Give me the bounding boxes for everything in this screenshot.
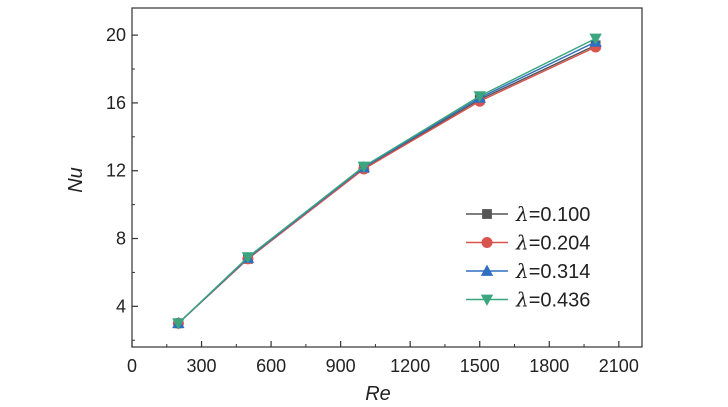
series-layer	[172, 33, 602, 330]
y-axis: 4 8 12 16 20	[106, 25, 138, 341]
legend-entry: λ=0.100	[466, 202, 590, 226]
x-axis-title: Re	[365, 383, 391, 405]
legend-entry: λ=0.204	[466, 231, 590, 255]
y-tick-label: 12	[106, 161, 126, 181]
x-tick-label: 2100	[599, 356, 639, 376]
series-point	[172, 318, 185, 330]
y-tick-label: 8	[116, 229, 126, 249]
x-tick-label: 0	[127, 356, 137, 376]
plot-area-frame	[131, 7, 643, 348]
legend-marker	[481, 236, 493, 248]
series-3	[172, 33, 602, 330]
legend-marker	[480, 264, 494, 276]
series-point	[357, 161, 370, 173]
y-tick-label: 20	[106, 25, 126, 45]
legend-value: =0.100	[529, 204, 591, 226]
legend-value: =0.314	[529, 261, 591, 283]
x-tick-label: 1800	[529, 356, 569, 376]
series-point	[589, 33, 602, 45]
series-1	[172, 41, 602, 329]
legend-symbol: λ	[515, 202, 529, 226]
series-point	[473, 91, 486, 103]
y-tick-label: 4	[116, 296, 126, 316]
legend-label: λ=0.436	[515, 288, 590, 312]
legend-marker	[482, 209, 492, 219]
legend-symbol: λ	[515, 231, 529, 255]
series-0	[173, 40, 601, 329]
legend-entry: λ=0.314	[466, 259, 590, 283]
legend-label: λ=0.314	[515, 259, 590, 283]
series-point	[241, 252, 255, 264]
y-axis-title: Nu	[65, 167, 87, 193]
legend-symbol: λ	[515, 259, 529, 283]
legend-entry: λ=0.436	[466, 288, 590, 312]
x-tick-label: 1200	[390, 356, 430, 376]
x-tick-label: 1500	[460, 356, 500, 376]
x-tick-label: 600	[256, 356, 286, 376]
legend-value: =0.204	[529, 233, 591, 255]
legend-label: λ=0.100	[515, 202, 590, 226]
series-2	[172, 35, 602, 329]
x-tick-label: 900	[326, 356, 356, 376]
legend-symbol: λ	[515, 288, 529, 312]
legend-label: λ=0.204	[515, 231, 590, 255]
legend-value: =0.436	[529, 290, 591, 312]
x-axis: 0 300 600 900 1200 1500 1800 2100	[127, 341, 639, 376]
y-tick-label: 16	[106, 93, 126, 113]
x-tick-label: 300	[187, 356, 217, 376]
legend-marker	[480, 294, 494, 306]
